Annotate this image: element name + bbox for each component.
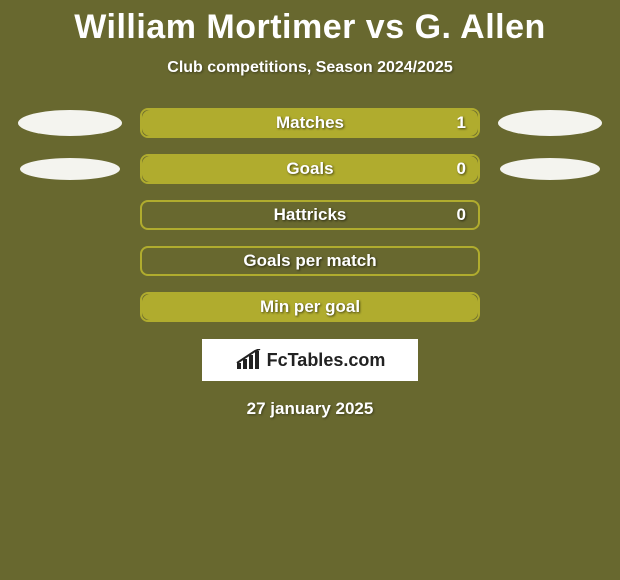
vs-connector: vs: [366, 8, 405, 46]
stat-label: Min per goal: [260, 297, 360, 317]
stat-bar: Min per goal: [140, 292, 480, 322]
stat-value: 0: [457, 159, 466, 179]
stat-bar: Goals per match: [140, 246, 480, 276]
player1-avatar-placeholder: [20, 158, 120, 180]
chart-container: William Mortimer vs G. Allen Club compet…: [0, 0, 620, 580]
subtitle: Club competitions, Season 2024/2025: [0, 59, 620, 77]
stat-value: 1: [457, 113, 466, 133]
stat-bar: Hattricks 0: [140, 200, 480, 230]
page-title: William Mortimer vs G. Allen: [0, 8, 620, 47]
stat-label: Hattricks: [274, 205, 347, 225]
player1-avatar-placeholder: [18, 110, 122, 136]
chart-date: 27 january 2025: [0, 399, 620, 419]
logo-text: FcTables.com: [267, 350, 386, 371]
stat-row: Goals per match: [0, 245, 620, 277]
stat-label: Matches: [276, 113, 344, 133]
stat-row: Matches 1: [0, 107, 620, 139]
stat-bar: Goals 0: [140, 154, 480, 184]
player2-avatar-placeholder: [500, 158, 600, 180]
player2-avatar-placeholder: [498, 110, 602, 136]
logo-box: FcTables.com: [202, 339, 418, 381]
bar-chart-icon: [235, 349, 261, 371]
stat-row: Min per goal: [0, 291, 620, 323]
stat-row: Goals 0: [0, 153, 620, 185]
stat-label: Goals per match: [243, 251, 376, 271]
stat-row: Hattricks 0: [0, 199, 620, 231]
player1-name: William Mortimer: [74, 8, 356, 46]
stat-value: 0: [457, 205, 466, 225]
stat-bar: Matches 1: [140, 108, 480, 138]
stat-rows: Matches 1 Goals 0 Hattricks 0 Goals per match M…: [0, 107, 620, 323]
player2-name: G. Allen: [415, 8, 546, 46]
stat-label: Goals: [286, 159, 333, 179]
